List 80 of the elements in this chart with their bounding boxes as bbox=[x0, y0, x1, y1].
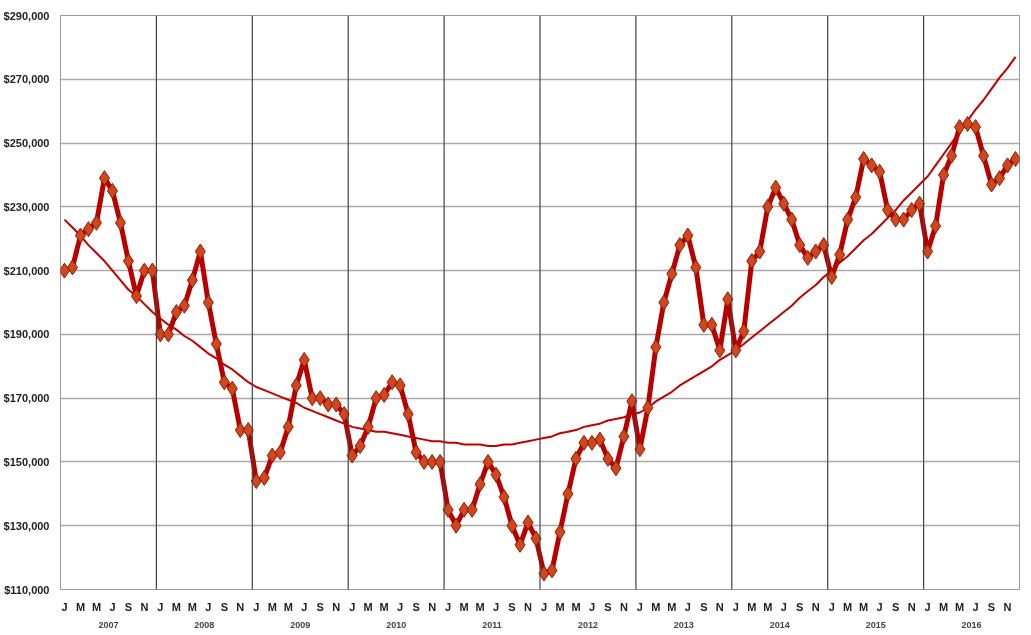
x-tick-label: J bbox=[972, 600, 979, 613]
text: 2009 bbox=[290, 619, 311, 630]
x-tick-label: N bbox=[907, 600, 916, 613]
x-tick-label: M bbox=[843, 600, 853, 613]
x-tick-label: S bbox=[220, 600, 228, 613]
x-tick-label: S bbox=[124, 600, 133, 613]
text: 2015 bbox=[865, 619, 886, 630]
x-tick-label: J bbox=[828, 600, 835, 613]
x-tick-label: M bbox=[91, 600, 102, 613]
x-tick-label: M bbox=[555, 600, 565, 613]
y-tick-label: $130,000 bbox=[3, 519, 50, 532]
x-tick-label: M bbox=[571, 600, 581, 613]
x-tick-label: J bbox=[876, 600, 883, 613]
x-tick-label: J bbox=[492, 600, 500, 613]
text: 2008 bbox=[194, 619, 215, 630]
text: 2013 bbox=[673, 619, 694, 630]
x-tick-label: J bbox=[205, 600, 212, 613]
x-tick-label: N bbox=[428, 600, 437, 613]
x-tick-label: J bbox=[109, 600, 116, 613]
text: 2007 bbox=[98, 619, 119, 630]
y-tick-label: $230,000 bbox=[3, 200, 50, 213]
x-tick-label: S bbox=[412, 600, 420, 613]
y-tick-label: $270,000 bbox=[3, 73, 50, 86]
x-tick-label: N bbox=[140, 600, 149, 613]
text: 2010 bbox=[386, 619, 407, 630]
text: 2014 bbox=[769, 619, 790, 630]
x-tick-label: J bbox=[684, 600, 691, 613]
x-tick-label: J bbox=[397, 600, 404, 613]
x-tick-label: M bbox=[859, 600, 869, 613]
x-tick-label: N bbox=[236, 600, 245, 613]
y-tick-label: $110,000 bbox=[4, 583, 50, 596]
x-tick-label: M bbox=[667, 600, 677, 613]
x-tick-label: M bbox=[651, 600, 661, 613]
y-tick-label: $250,000 bbox=[3, 137, 50, 150]
x-tick-label: M bbox=[75, 600, 86, 613]
x-tick-label: J bbox=[157, 600, 164, 613]
x-tick-label: S bbox=[796, 600, 804, 613]
x-tick-label: J bbox=[588, 600, 596, 613]
x-tick-label: S bbox=[987, 600, 996, 613]
x-tick-label: N bbox=[332, 600, 341, 613]
x-tick-label: N bbox=[619, 600, 628, 613]
y-tick-label: $170,000 bbox=[3, 392, 50, 405]
text: 2016 bbox=[961, 619, 982, 630]
x-tick-label: N bbox=[1003, 600, 1012, 613]
text: 2012 bbox=[577, 619, 598, 630]
x-tick-label: M bbox=[475, 600, 485, 613]
x-tick-label: S bbox=[700, 600, 708, 613]
y-tick-label: $150,000 bbox=[3, 455, 50, 468]
text: 2011 bbox=[482, 619, 502, 630]
x-tick-label: M bbox=[267, 600, 277, 613]
x-tick-label: N bbox=[715, 600, 724, 613]
x-tick-label: N bbox=[524, 600, 533, 613]
x-tick-label: J bbox=[445, 600, 452, 613]
x-tick-label: M bbox=[747, 600, 757, 613]
x-tick-label: J bbox=[780, 600, 787, 613]
x-tick-label: J bbox=[61, 600, 68, 613]
x-tick-label: J bbox=[349, 600, 356, 613]
x-tick-label: M bbox=[363, 600, 373, 613]
x-tick-label: M bbox=[171, 600, 181, 613]
x-tick-label: S bbox=[604, 600, 612, 613]
x-tick-label: M bbox=[379, 600, 389, 613]
x-tick-label: J bbox=[732, 600, 739, 613]
x-tick-label: J bbox=[636, 600, 643, 613]
x-tick-label: J bbox=[540, 600, 548, 613]
x-tick-label: S bbox=[316, 600, 324, 613]
x-tick-label: M bbox=[187, 600, 197, 613]
x-tick-label: M bbox=[939, 600, 949, 613]
x-tick-label: N bbox=[811, 600, 820, 613]
y-tick-label: $290,000 bbox=[3, 9, 50, 22]
y-tick-label: $190,000 bbox=[3, 328, 50, 341]
x-tick-label: J bbox=[301, 600, 308, 613]
x-tick-label: M bbox=[283, 600, 293, 613]
x-tick-label: M bbox=[763, 600, 773, 613]
y-tick-label: $210,000 bbox=[3, 264, 50, 277]
x-tick-label: S bbox=[891, 600, 900, 613]
x-tick-label: J bbox=[253, 600, 260, 613]
x-tick-label: J bbox=[924, 600, 931, 613]
x-tick-label: S bbox=[508, 600, 516, 613]
x-tick-label: M bbox=[459, 600, 469, 613]
x-tick-label: M bbox=[954, 600, 965, 613]
